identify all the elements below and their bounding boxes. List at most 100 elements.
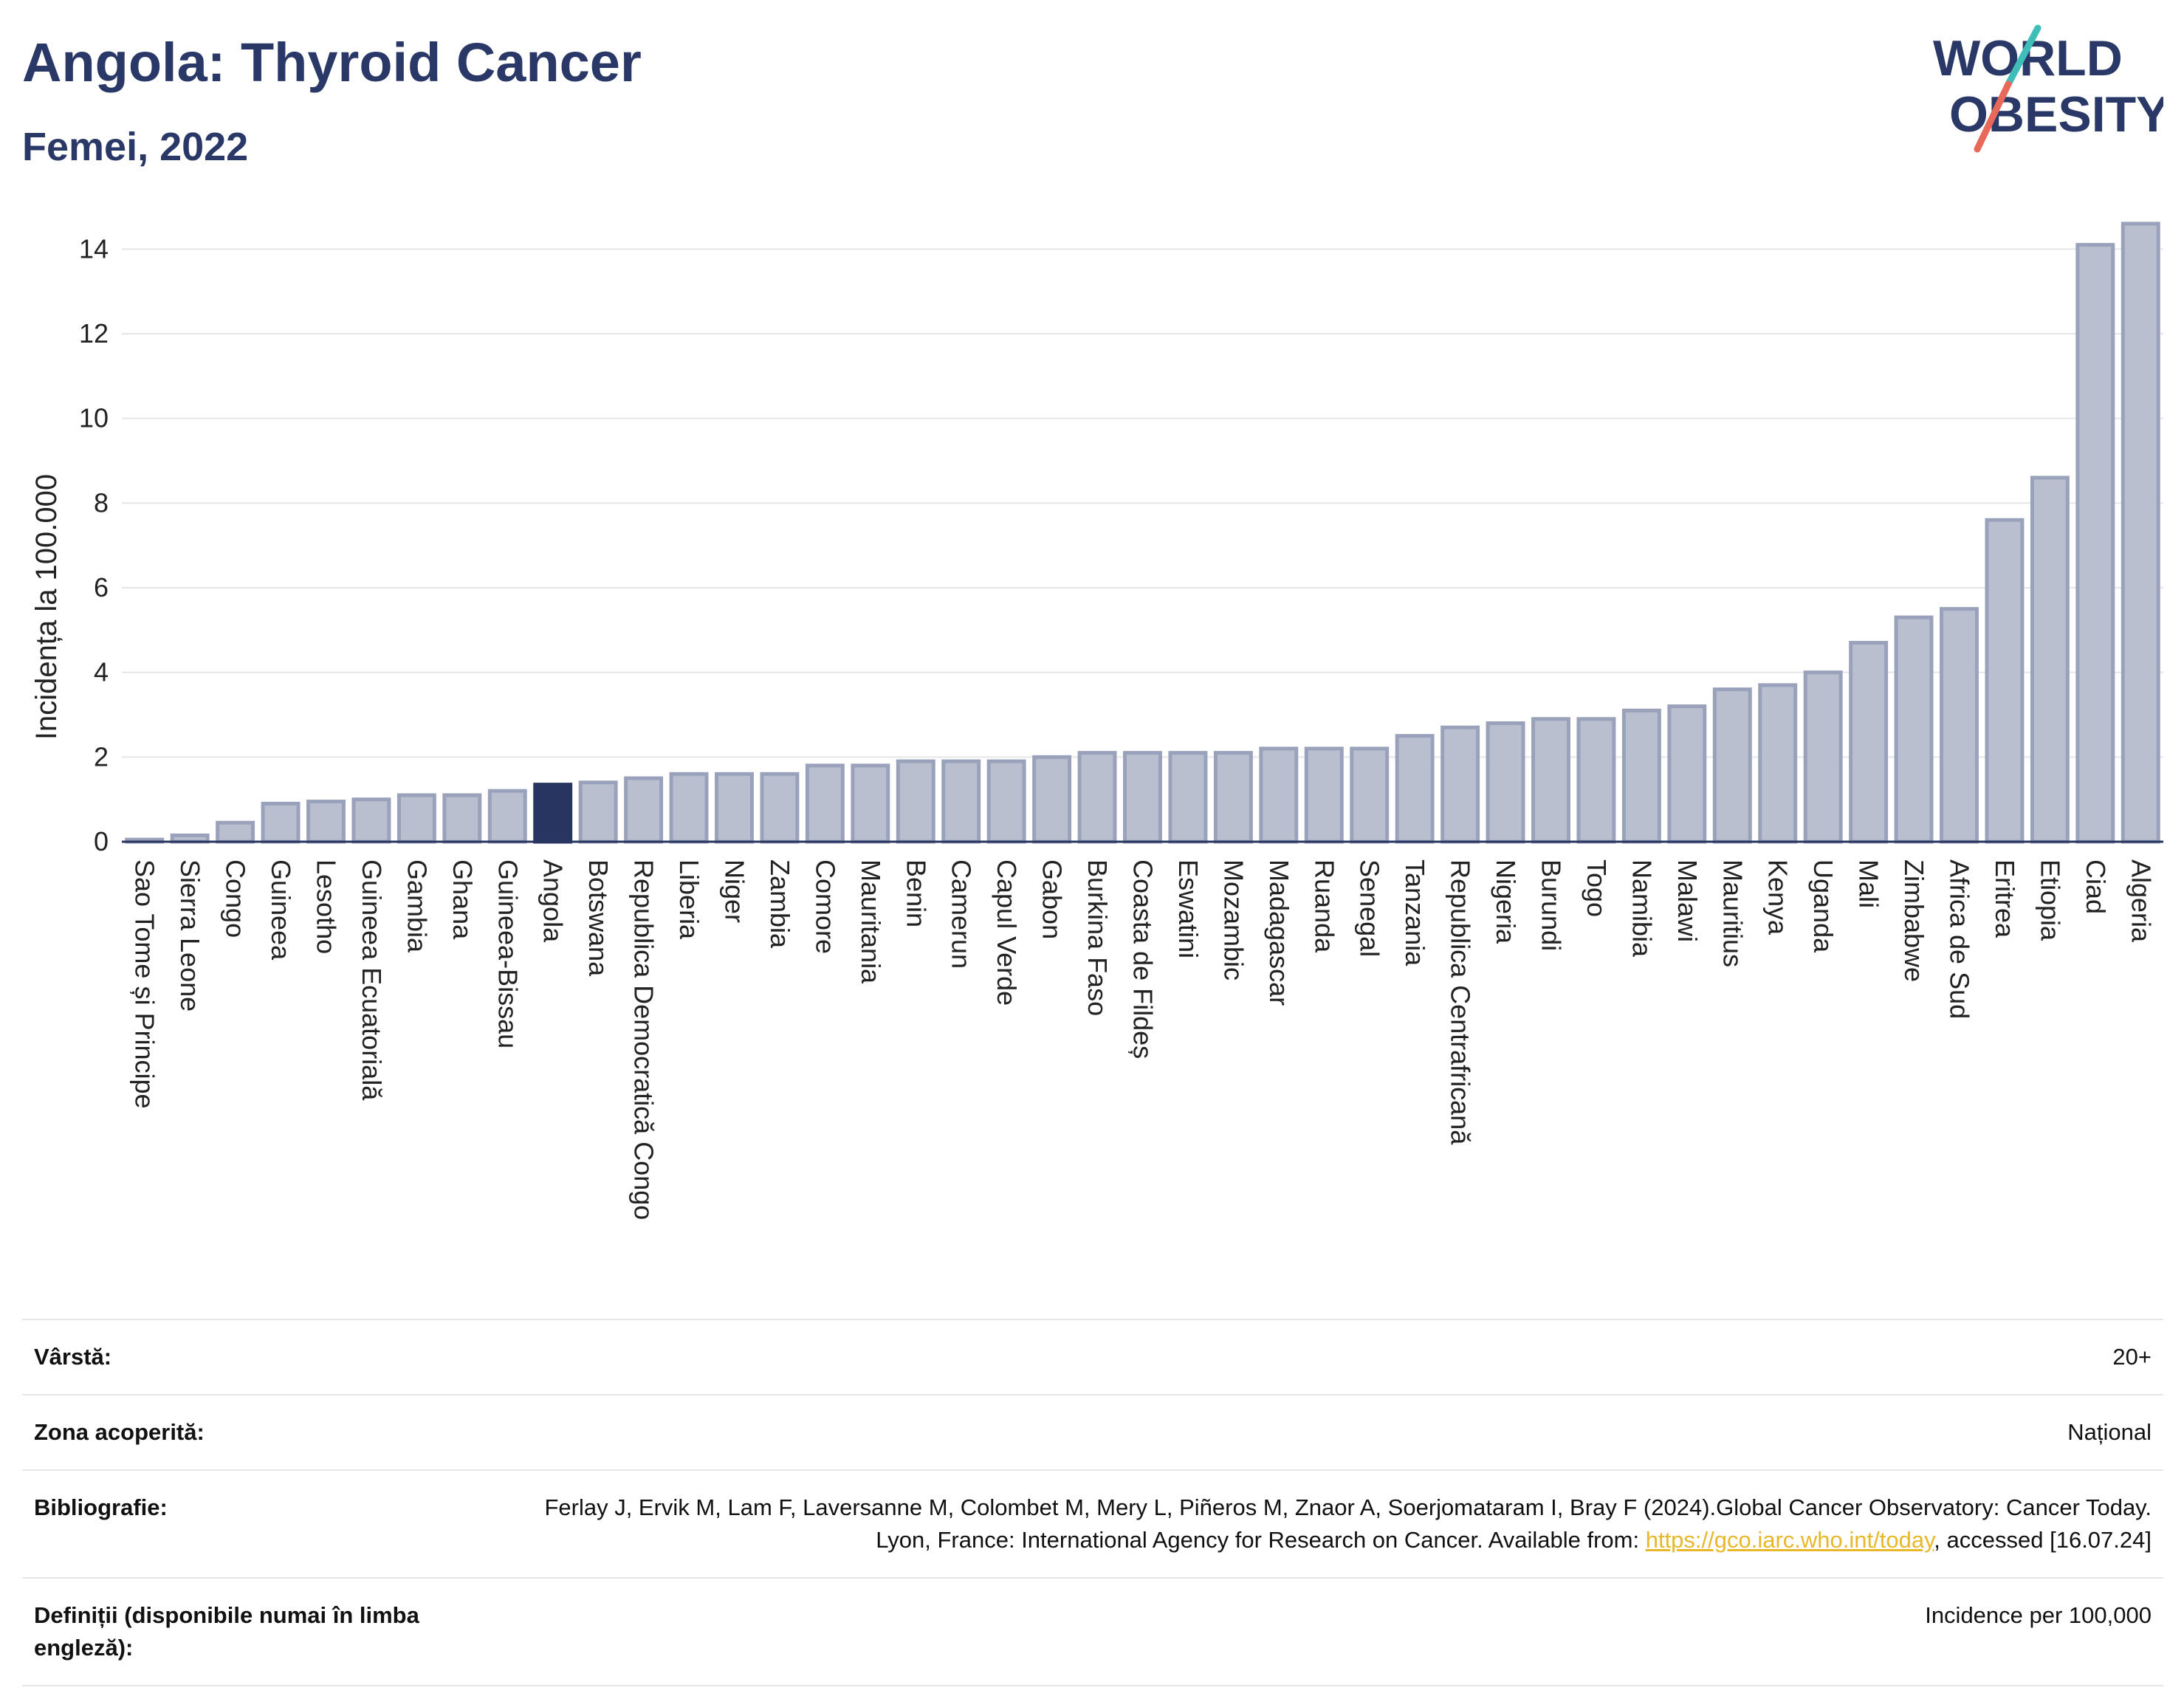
- info-label: Zona acoperită:: [34, 1419, 205, 1445]
- bar-niger: [715, 772, 754, 844]
- bar-mali: [1849, 641, 1889, 844]
- x-tick-label: Nigeria: [1491, 859, 1521, 944]
- y-tick-label: 0: [94, 826, 109, 856]
- x-tick-label: Tanzania: [1400, 859, 1430, 967]
- bar-mauritius: [1712, 687, 1752, 844]
- x-tick-label: Liberia: [674, 859, 704, 940]
- x-tick-label: Republica Centrafricană: [1446, 859, 1476, 1145]
- x-tick-label: Ruanda: [1309, 859, 1339, 953]
- world-obesity-logo: WORLD OBESITY: [1933, 24, 2163, 153]
- bar-guineea: [261, 801, 301, 844]
- bar-ciad: [2075, 243, 2115, 844]
- bar-nigeria: [1486, 721, 1525, 844]
- x-tick-label: Gambia: [402, 859, 432, 953]
- bar-malawi: [1667, 704, 1707, 844]
- bar-togo: [1576, 717, 1616, 844]
- bar-namibia: [1621, 708, 1661, 844]
- bar-republica-centrafrican-: [1440, 725, 1480, 844]
- bar-benin: [896, 759, 935, 844]
- y-tick-label: 10: [79, 403, 109, 433]
- x-tick-label: Senegal: [1355, 859, 1385, 957]
- info-row-bibliography: Bibliografie: Ferlay J, Ervik M, Lam F, …: [22, 1469, 2163, 1577]
- info-label: Bibliografie:: [34, 1494, 168, 1520]
- bar-ghana: [442, 793, 482, 844]
- y-tick-label: 4: [94, 657, 109, 687]
- bar-eritrea: [1985, 518, 2025, 844]
- bibliography-text: Ferlay J, Ervik M, Lam F, Laversanne M, …: [544, 1494, 2152, 1553]
- bar-zimbabwe: [1894, 615, 1934, 844]
- bar-mozambic: [1213, 751, 1253, 844]
- y-axis-ticks: 0 2 4 6 8 10 12 14: [79, 233, 109, 856]
- logo-slash-teal-icon: [2005, 24, 2042, 88]
- x-tick-label: Namibia: [1627, 859, 1657, 958]
- x-tick-label: Republica Democratică Congo: [629, 859, 659, 1220]
- bar-guineea-bissau: [487, 789, 527, 844]
- x-tick-label: Burkina Faso: [1082, 859, 1113, 1016]
- info-row-definitions: Definiții (disponibile numai în limba en…: [22, 1577, 2163, 1686]
- x-tick-label: Africa de Sud: [1945, 859, 1975, 1019]
- bar-tanzania: [1395, 734, 1435, 844]
- x-tick-label: Coasta de Fildeș: [1128, 859, 1158, 1059]
- bar-gabon: [1032, 755, 1072, 844]
- bar-guineea-ecuatorial-: [351, 797, 391, 844]
- bar-uganda: [1803, 670, 1843, 844]
- y-tick-label: 8: [94, 487, 109, 518]
- bar-burundi: [1531, 717, 1570, 844]
- y-tick-label: 6: [94, 572, 109, 602]
- bar-kenya: [1758, 683, 1798, 844]
- x-tick-label: Uganda: [1808, 859, 1838, 953]
- bar-mauritania: [851, 763, 890, 844]
- page-subtitle: Femei, 2022: [22, 125, 249, 169]
- x-tick-label: Ghana: [447, 859, 478, 940]
- y-tick-label: 12: [79, 318, 109, 349]
- bar-liberia: [669, 772, 709, 844]
- page-title: Angola: Thyroid Cancer: [22, 32, 642, 93]
- x-tick-label: Guineea: [266, 859, 296, 961]
- x-tick-label: Ciad: [2081, 859, 2111, 914]
- x-tick-label: Zimbabwe: [1899, 859, 1929, 982]
- info-row-age: Vârstă: 20+: [22, 1319, 2163, 1394]
- bar-algeria: [2121, 222, 2160, 844]
- bar-botswana: [578, 780, 618, 844]
- bar-republica-democratic-congo: [624, 776, 664, 844]
- info-value: Ferlay J, Ervik M, Lam F, Laversanne M, …: [527, 1491, 2152, 1556]
- info-label: Vârstă:: [34, 1344, 112, 1370]
- x-tick-label: Capul Verde: [992, 859, 1022, 1006]
- x-tick-label: Comore: [810, 859, 840, 954]
- source-link[interactable]: https://gco.iarc.who.int/today: [1645, 1527, 1934, 1553]
- x-tick-label: Angola: [538, 859, 569, 943]
- bar-chart: 0 2 4 6 8 10 12 14 Sao Tome și Principe Sierra L…: [30, 222, 2163, 1220]
- x-tick-label: Eritrea: [1990, 859, 2020, 938]
- bar-senegal: [1350, 746, 1390, 844]
- x-tick-label: Togo: [1582, 859, 1612, 917]
- info-value: Național: [2067, 1419, 2152, 1445]
- x-tick-label: Algeria: [2126, 859, 2156, 943]
- y-tick-label: 14: [79, 233, 109, 264]
- x-tick-label: Sao Tome și Principe: [130, 859, 160, 1109]
- bar-eswatini: [1168, 751, 1208, 844]
- bar-angola: [533, 783, 573, 844]
- bar-etiopia: [2030, 476, 2070, 844]
- x-tick-label: Eswatini: [1173, 859, 1203, 958]
- x-tick-label: Mauritania: [856, 859, 886, 984]
- x-tick-label: Botswana: [583, 859, 614, 977]
- x-tick-label: Niger: [720, 859, 750, 923]
- info-value: Incidence per 100,000: [1925, 1602, 2152, 1628]
- x-tick-label: Mauritius: [1717, 859, 1748, 967]
- y-axis-title: Incidența la 100.000: [30, 474, 63, 740]
- bar-gambia: [396, 793, 436, 844]
- x-tick-label: Burundi: [1536, 859, 1567, 951]
- bar-ruanda: [1304, 746, 1344, 844]
- info-table: Vârstă: 20+ Zona acoperită: Național Bib…: [22, 1319, 2163, 1686]
- x-tick-label: Gabon: [1037, 859, 1068, 939]
- bar-coasta-de-filde-: [1123, 751, 1162, 844]
- x-tick-label: Mali: [1854, 859, 1884, 908]
- x-tick-label: Guineea-Bissau: [492, 859, 523, 1048]
- x-tick-label: Guineea Ecuatorială: [357, 859, 387, 1101]
- bars: [125, 222, 2160, 844]
- bar-madagascar: [1259, 746, 1299, 844]
- x-tick-label: Etiopia: [2035, 859, 2065, 941]
- bar-capul-verde: [986, 759, 1026, 844]
- x-tick-label: Kenya: [1763, 859, 1793, 935]
- logo-slash-red-icon: [1974, 80, 2012, 153]
